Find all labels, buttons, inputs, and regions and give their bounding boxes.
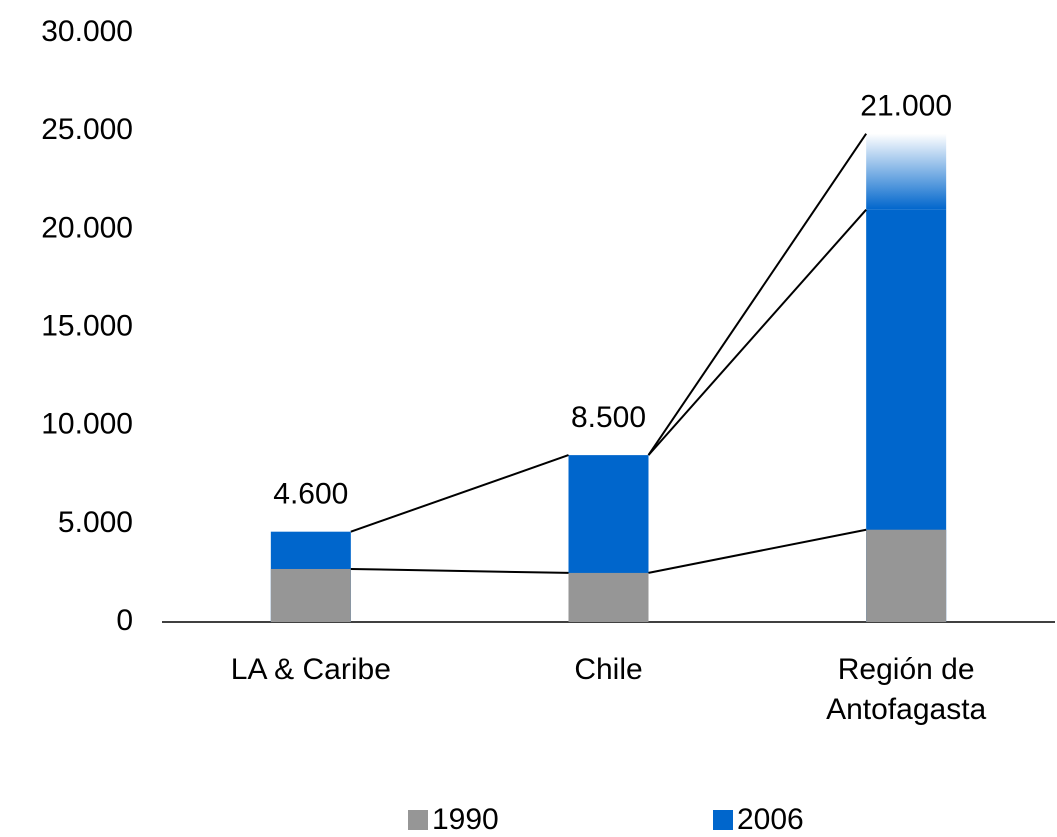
y-tick-label: 15.000 <box>41 309 133 342</box>
value-label: 4.600 <box>273 478 348 511</box>
legend-label: 2006 <box>737 803 804 836</box>
connector-fade <box>647 133 867 456</box>
bar-fade <box>866 133 947 210</box>
x-tick-label: LA & Caribe <box>230 653 391 686</box>
y-tick-label: 30.000 <box>41 15 133 48</box>
connector <box>350 567 569 574</box>
value-label: 8.500 <box>571 401 646 434</box>
y-tick-label: 25.000 <box>41 113 133 146</box>
legend-swatch <box>713 810 733 830</box>
bar <box>866 529 947 622</box>
connector <box>647 209 867 456</box>
bar <box>568 572 649 622</box>
x-tick-label: Chile <box>574 653 643 686</box>
connector <box>350 454 569 533</box>
legend-label: 1990 <box>432 803 499 836</box>
y-tick-label: 20.000 <box>41 211 133 244</box>
y-tick-label: 5.000 <box>58 506 133 539</box>
x-tick-label: Región de Antofagasta <box>826 653 987 726</box>
bar <box>270 568 351 622</box>
y-tick-label: 10.000 <box>41 408 133 441</box>
connector <box>648 528 867 574</box>
y-tick-label: 0 <box>116 604 133 637</box>
value-label: 21.000 <box>860 90 952 123</box>
legend-swatch <box>408 810 428 830</box>
